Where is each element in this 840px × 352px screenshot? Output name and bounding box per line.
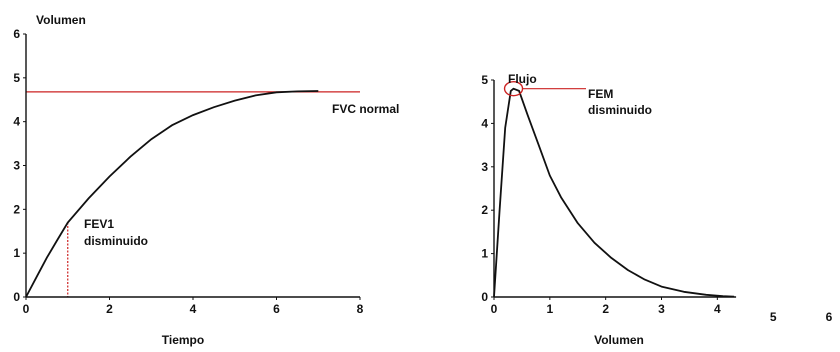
right-x-tick-label: 4: [714, 302, 721, 316]
right-y-tick-label: 0: [481, 290, 488, 304]
right-series: [493, 87, 735, 298]
right-x-tick-label: 5: [770, 310, 777, 324]
left-x-tick-label: 0: [23, 302, 30, 316]
left-y-tick-label: 2: [13, 202, 20, 216]
right-axes: [491, 79, 737, 300]
fev1-label-line-1: FEV1: [84, 217, 114, 231]
right-tick-labels: 0 1 2 3 4 5 0 1 2 3 4 5 6: [481, 73, 832, 324]
right-x-tick-label: 1: [546, 302, 553, 316]
left-y-tick-label: 4: [13, 115, 20, 129]
left-y-tick-label: 0: [13, 290, 20, 304]
right-y-axis-label: Flujo: [508, 72, 537, 86]
right-x-tick-label: 2: [602, 302, 609, 316]
right-y-tick-label: 3: [481, 160, 488, 174]
left-x-tick-label: 8: [357, 302, 364, 316]
right-x-tick-label: 3: [658, 302, 665, 316]
right-x-axis-label: Volumen: [594, 333, 644, 347]
left-annotation-lines: [26, 91, 360, 297]
right-peak-annotation: [503, 80, 586, 97]
left-x-tick-label: 4: [190, 302, 197, 316]
left-y-tick-label: 5: [13, 71, 20, 85]
flow-curve: [493, 87, 735, 298]
left-x-tick-label: 2: [106, 302, 113, 316]
right-y-tick-label: 5: [481, 73, 488, 87]
left-series: [25, 90, 319, 298]
volume-time-chart: 0 1 2 3 4 5 6 0 2 4 6 8 Volumen Tiempo FVC normal F…: [13, 13, 399, 347]
fev1-label: FEV1 disminuido: [84, 217, 148, 248]
right-x-tick-label: 6: [826, 310, 833, 324]
left-y-tick-label: 3: [13, 159, 20, 173]
fem-label-line-1: FEM: [588, 87, 613, 101]
right-y-tick-label: 1: [481, 247, 488, 261]
volume-curve: [25, 90, 319, 298]
left-axes: [23, 33, 361, 300]
left-x-tick-label: 6: [273, 302, 280, 316]
left-y-axis-label: Volumen: [36, 13, 86, 27]
fev1-label-line-2: disminuido: [84, 234, 148, 248]
left-x-axis-label: Tiempo: [162, 333, 204, 347]
right-y-tick-label: 4: [481, 116, 488, 130]
left-tick-labels: 0 1 2 3 4 5 6 0 2 4 6 8: [13, 27, 363, 316]
fem-label-line-2: disminuido: [588, 103, 652, 117]
left-y-tick-label: 1: [13, 246, 20, 260]
flow-volume-chart: 0 1 2 3 4 5 0 1 2 3 4 5 6 Flujo Volumen FEM disminui…: [481, 72, 832, 347]
left-y-tick-label: 6: [13, 27, 20, 41]
fem-label: FEM disminuido: [588, 87, 652, 117]
fvc-normal-label: FVC normal: [332, 102, 399, 116]
right-y-tick-label: 2: [481, 203, 488, 217]
right-x-tick-label: 0: [491, 302, 498, 316]
